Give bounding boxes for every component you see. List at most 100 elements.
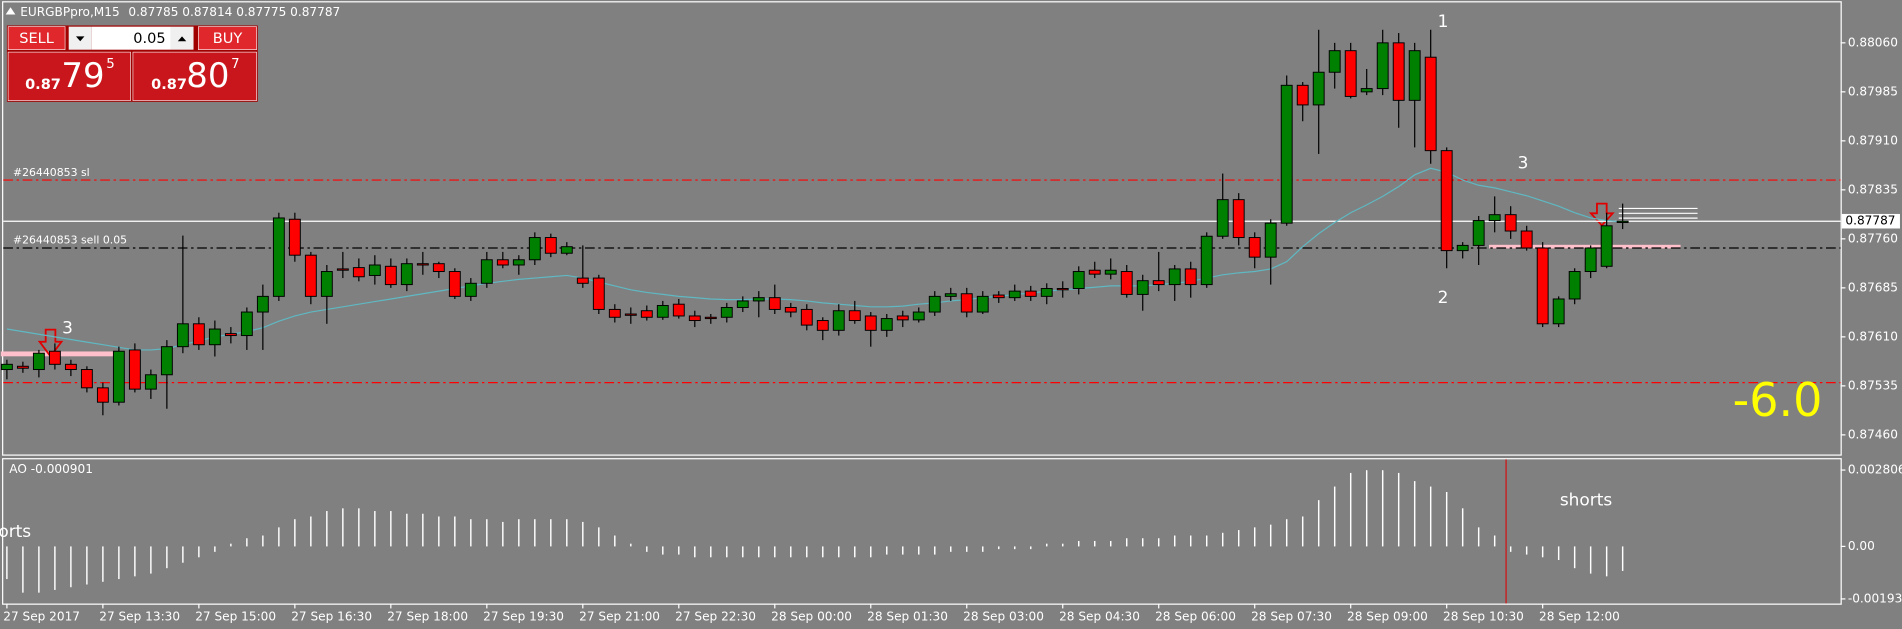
y-tick-label: 0.88060	[1848, 35, 1898, 49]
candle-body	[128, 349, 141, 390]
x-tick-label: 27 Sep 22:30	[675, 609, 756, 623]
candle-body	[96, 387, 109, 403]
candle-body	[288, 218, 301, 256]
candle-body	[368, 264, 381, 276]
candle-body	[1424, 56, 1437, 152]
candle-body	[624, 313, 637, 316]
candle-body	[736, 300, 749, 308]
candle-body	[240, 311, 253, 337]
candle-body	[1440, 150, 1453, 252]
moving-average	[6, 167, 1623, 351]
y-tick-label: 0.87535	[1848, 378, 1898, 392]
candle-body	[1264, 222, 1277, 258]
x-tick-label: 27 Sep 21:00	[579, 609, 660, 623]
x-tick-label: 28 Sep 04:30	[1059, 609, 1140, 623]
candle-body	[1072, 271, 1085, 290]
candle-body	[304, 254, 317, 297]
candle-body	[464, 282, 477, 297]
candle-body	[1152, 280, 1165, 286]
candle-body	[1136, 280, 1149, 295]
candle-body	[688, 315, 701, 322]
annotation: 1	[1438, 11, 1449, 31]
candle-body	[1296, 84, 1309, 106]
candle-body	[1104, 269, 1117, 275]
candle-body	[1056, 288, 1069, 291]
candle-body	[1408, 50, 1421, 101]
candle-body	[752, 297, 765, 302]
annotation: -6.0	[1733, 373, 1823, 427]
x-tick-label: 28 Sep 10:30	[1443, 609, 1524, 623]
candle-body	[560, 246, 573, 254]
level-label: #26440853 sell 0.05	[13, 234, 127, 247]
candle-body	[912, 311, 925, 321]
candle-body	[1392, 42, 1405, 101]
x-tick-label: 27 Sep 13:30	[99, 609, 180, 623]
candle-body	[32, 352, 45, 371]
candle-body	[336, 268, 349, 271]
x-tick-label: 28 Sep 07:30	[1251, 609, 1332, 623]
candle-body	[576, 277, 589, 284]
candle-body	[816, 320, 829, 331]
bid-small: 5	[106, 57, 114, 72]
candle-body	[1504, 214, 1517, 232]
bid-big: 79	[61, 57, 104, 96]
y-tick-label: 0.00	[1848, 539, 1875, 553]
candle-body	[1344, 50, 1357, 97]
bid-box[interactable]	[7, 51, 131, 101]
sell-button[interactable]	[7, 26, 66, 50]
candle-body	[896, 315, 909, 321]
open: 0.87785	[128, 5, 178, 19]
candle-body	[1040, 288, 1053, 297]
candle-body	[832, 310, 845, 331]
candle-body	[48, 350, 61, 365]
sell-arrow	[37, 328, 64, 358]
candle-body	[1552, 298, 1565, 325]
price-tag-bg	[1841, 213, 1900, 229]
y-tick-label: -0.00193	[1848, 591, 1902, 605]
candle-body	[976, 295, 989, 313]
candle-body	[1456, 244, 1469, 252]
candle-body	[432, 263, 445, 273]
x-tick-label: 28 Sep 03:00	[963, 609, 1044, 623]
x-tick-label: 27 Sep 2017	[3, 609, 80, 623]
down-icon	[75, 36, 85, 42]
candle-body	[208, 328, 221, 346]
header-text: EURGBPpro,M15 0.87785 0.87814 0.87775 0.…	[20, 5, 340, 19]
candle-body	[352, 267, 365, 278]
candle-body	[720, 306, 733, 318]
candle-body	[768, 297, 781, 310]
x-tick-label: 27 Sep 18:00	[387, 609, 468, 623]
candle-body	[592, 277, 605, 310]
candle-body	[1328, 50, 1341, 73]
order-line	[1489, 244, 1681, 249]
buy-button[interactable]	[198, 26, 257, 50]
candle-body	[1280, 84, 1293, 224]
header-icon	[5, 7, 16, 15]
buy-label: BUY	[213, 31, 243, 47]
candle-body	[1120, 271, 1133, 295]
candle-body	[1616, 220, 1629, 224]
candle-body	[640, 310, 653, 318]
annotation: 3	[62, 317, 73, 337]
annotation: 2	[1438, 287, 1449, 307]
ask-box[interactable]	[132, 51, 257, 101]
candle-body	[224, 333, 237, 337]
candle-body	[1216, 199, 1229, 237]
y-tick-label: 0.87685	[1848, 280, 1898, 294]
candle-body	[656, 305, 669, 318]
candle-body	[16, 365, 29, 369]
x-tick-label: 28 Sep 09:00	[1347, 609, 1428, 623]
ask-prefix: 0.87	[151, 77, 187, 93]
annotation: shorts	[0, 521, 31, 541]
ao-title: AO -0.000901	[9, 462, 93, 476]
lot-value: 0.05	[133, 31, 165, 47]
candle-body	[1600, 225, 1613, 267]
candle-body	[1184, 268, 1197, 286]
y-tick-label: 0.002806	[1848, 463, 1902, 477]
candle-body	[992, 294, 1005, 299]
panel-frame	[2, 458, 1842, 605]
ao-value: -0.000901	[31, 462, 93, 476]
symbol: EURGBPpro,M15	[20, 5, 119, 19]
lot-input[interactable]	[91, 26, 171, 50]
